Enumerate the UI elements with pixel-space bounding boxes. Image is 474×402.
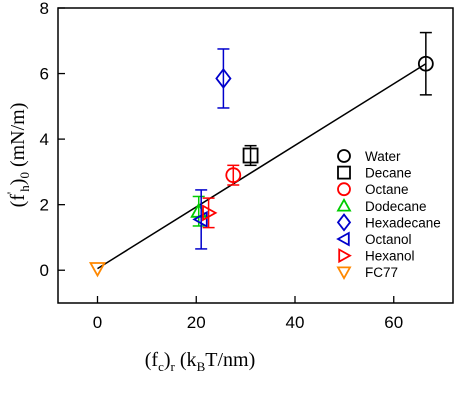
legend-marker bbox=[337, 149, 351, 163]
y-tick-label: 8 bbox=[40, 0, 49, 18]
plot-frame bbox=[57, 7, 454, 304]
data-point bbox=[215, 67, 232, 90]
legend-marker bbox=[337, 182, 351, 197]
data-point bbox=[202, 204, 218, 222]
fit-line-group bbox=[97, 63, 427, 270]
y-axis-title: (f'h)0 (mN/m) bbox=[4, 103, 32, 208]
legend-marker bbox=[336, 266, 352, 281]
data-point bbox=[192, 210, 208, 228]
x-tick-label: 20 bbox=[187, 313, 206, 332]
data-point bbox=[242, 147, 259, 164]
legend-label: Water bbox=[365, 149, 401, 164]
y-tick-label: 0 bbox=[40, 261, 49, 280]
x-tick-label: 60 bbox=[384, 313, 403, 332]
legend-label: FC77 bbox=[365, 265, 398, 280]
y-tick-label: 4 bbox=[40, 130, 49, 149]
data-point bbox=[417, 55, 434, 72]
data-point bbox=[225, 167, 242, 184]
legend-marker bbox=[337, 165, 351, 180]
fit-line bbox=[97, 63, 427, 270]
data-point bbox=[88, 262, 107, 278]
legend-marker bbox=[336, 231, 350, 247]
legend-label: Dodecane bbox=[365, 199, 427, 214]
axis-ticks: 0 20 40 60 0 2 4 6 8 bbox=[40, 0, 404, 332]
x-axis-title: (fc)r (kBT/nm) bbox=[145, 349, 255, 374]
legend-marker bbox=[336, 197, 352, 212]
legend-marker bbox=[336, 213, 352, 232]
legend-marker bbox=[338, 248, 352, 264]
x-tick-label: 40 bbox=[286, 313, 305, 332]
legend-label: Hexadecane bbox=[365, 215, 441, 230]
x-tick-label: 0 bbox=[93, 313, 102, 332]
legend-label: Octane bbox=[365, 182, 409, 197]
legend-label: Octanol bbox=[365, 232, 412, 247]
y-tick-label: 2 bbox=[40, 196, 49, 215]
data-points bbox=[88, 31, 434, 278]
legend-label: Decane bbox=[365, 166, 412, 181]
legend-label: Hexanol bbox=[365, 249, 415, 264]
y-tick-label: 6 bbox=[40, 65, 49, 84]
